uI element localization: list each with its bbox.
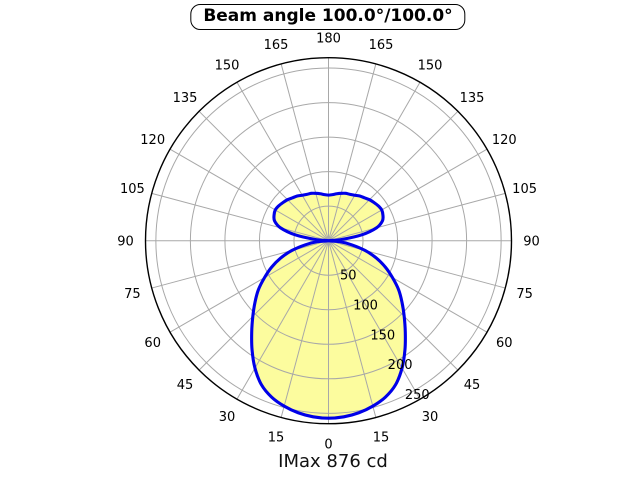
grid-spoke [169,148,329,242]
angle-tick-label-0-right: 0 [324,437,332,452]
grid-spoke [328,240,488,333]
grid-spoke [328,240,459,371]
radial-tick-label-200: 200 [388,358,413,373]
grid-spoke [328,63,377,241]
angle-tick-label-120-left: 120 [140,133,165,148]
radial-tick-label-250: 250 [405,388,430,403]
radial-tick-label-150: 150 [370,328,395,343]
grid-spoke [236,240,329,400]
angle-tick-label-90-right: 90 [523,234,540,249]
angle-tick-label-135-right: 135 [460,91,485,106]
chart-title: Beam angle 100.0°/100.0° [203,6,453,26]
angle-tick-label-45-right: 45 [464,378,481,393]
angle-tick-label-60-left: 60 [144,336,161,351]
angle-tick-label-45-left: 45 [177,378,194,393]
angle-tick-label-90-left: 90 [117,234,134,249]
angle-tick-label-165-right: 165 [369,38,394,53]
angle-tick-label-105-left: 105 [120,182,145,197]
angle-tick-label-180-right: 180 [316,31,341,46]
grid-spoke [328,148,488,242]
grid-spoke [280,63,329,241]
angle-tick-label-15-left: 15 [268,430,285,445]
grid-spoke [236,81,329,241]
angle-tick-label-165-left: 165 [264,38,289,53]
outer-circle [144,56,513,425]
angle-tick-label-60-right: 60 [496,336,513,351]
angle-tick-label-30-right: 30 [422,410,439,425]
chart-title-box: Beam angle 100.0°/100.0° [190,4,466,30]
radial-tick-label-100: 100 [353,298,378,313]
angle-tick-label-120-right: 120 [492,133,517,148]
grid-spoke [328,240,377,418]
angle-tick-label-15-right: 15 [373,430,390,445]
angle-tick-label-75-left: 75 [124,287,141,302]
grid-spoke [169,240,329,333]
angle-tick-label-105-right: 105 [512,182,537,197]
intensity-curve [250,191,407,420]
grid-spoke [328,110,459,242]
grid-spoke [328,240,421,400]
grid-spoke [198,240,329,371]
angle-tick-label-150-left: 150 [215,58,240,73]
angle-tick-label-75-right: 75 [516,287,533,302]
angle-tick-label-135-left: 135 [173,91,198,106]
radial-tick-label-50: 50 [340,268,357,283]
angle-tick-label-150-right: 150 [418,58,443,73]
angle-tick-label-30-left: 30 [219,410,236,425]
grid-spoke [198,110,329,242]
grid-spoke [328,81,421,241]
grid-spoke [328,192,506,242]
imax-label: IMax 876 cd [278,451,388,472]
grid-spoke [151,192,329,242]
grid-spoke [280,240,329,418]
